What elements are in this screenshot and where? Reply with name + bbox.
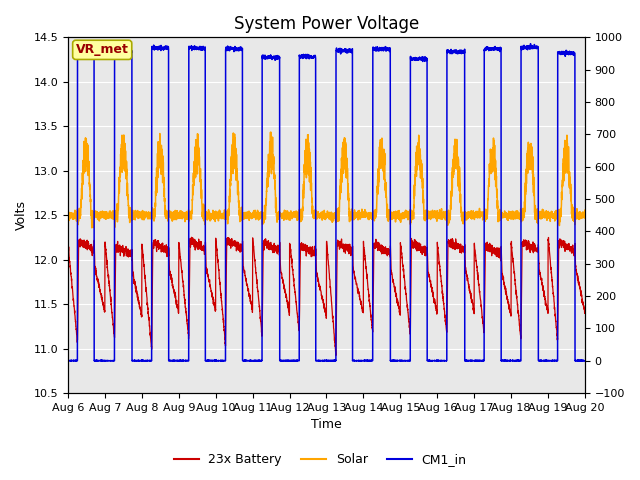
Y-axis label: Volts: Volts <box>15 200 28 230</box>
Legend: 23x Battery, Solar, CM1_in: 23x Battery, Solar, CM1_in <box>168 448 472 471</box>
Text: VR_met: VR_met <box>76 43 129 56</box>
X-axis label: Time: Time <box>311 419 342 432</box>
Title: System Power Voltage: System Power Voltage <box>234 15 419 33</box>
